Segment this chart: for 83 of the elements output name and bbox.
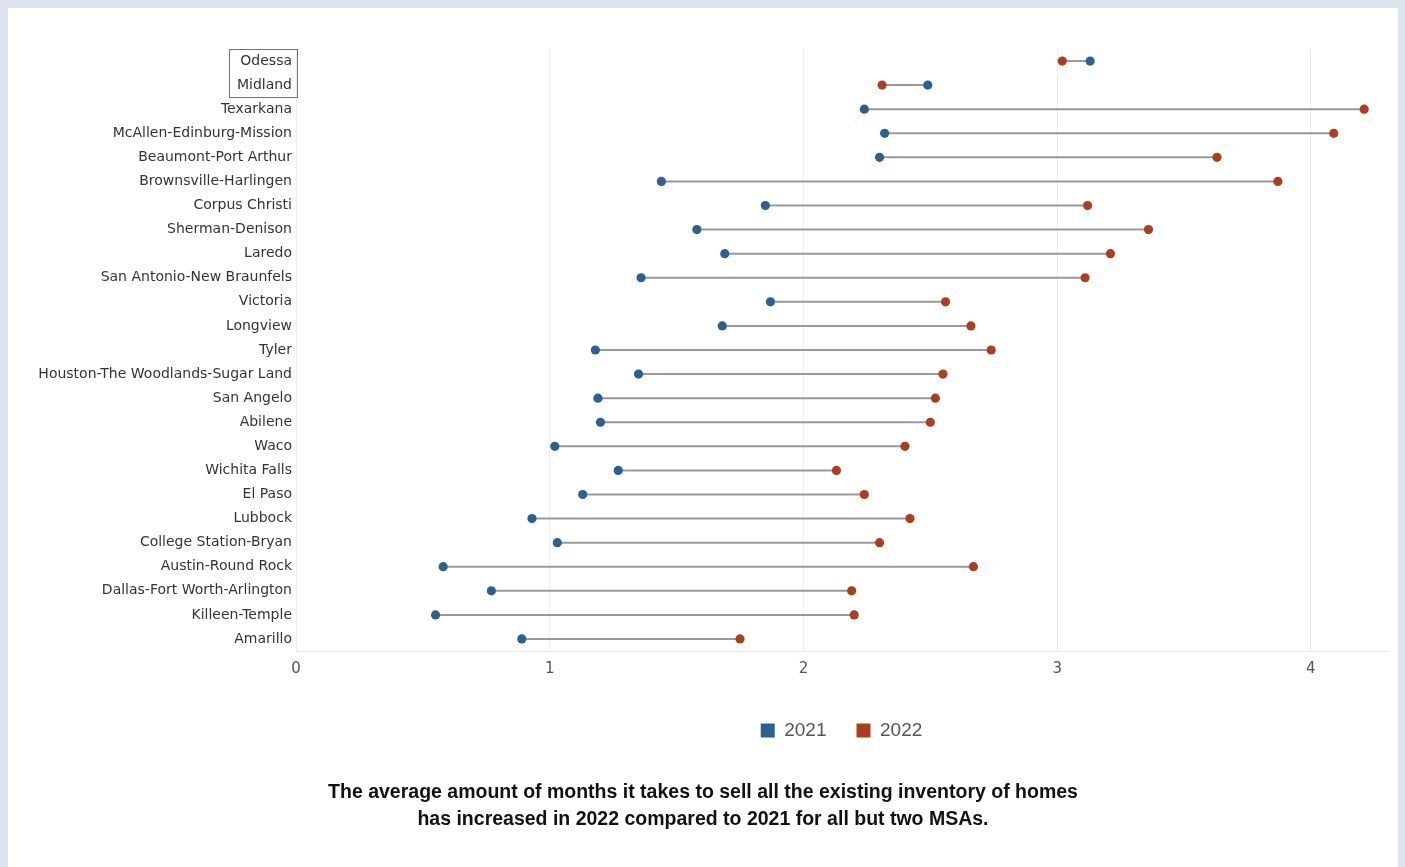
point [1085, 56, 1095, 66]
point [938, 369, 948, 379]
point [847, 586, 857, 596]
y-tick-label: Beaumont-Port Arthur [138, 148, 293, 164]
point [578, 489, 588, 500]
point [590, 345, 600, 355]
x-tick-label: 4 [1306, 658, 1316, 677]
x-tick-label: 3 [1052, 658, 1062, 677]
y-tick-label: Laredo [244, 244, 292, 261]
point [877, 80, 887, 90]
point [613, 465, 623, 475]
y-tick-label: Amarillo [234, 629, 292, 646]
point [940, 297, 951, 307]
point [760, 200, 770, 211]
y-tick-label: McAllen-Edinburg-Mission [112, 123, 292, 140]
point [831, 465, 842, 475]
y-tick-label: Corpus Christi [193, 196, 292, 213]
point [1057, 56, 1067, 66]
point [656, 176, 666, 187]
point [925, 417, 935, 427]
y-tick-label: Midland [236, 75, 292, 92]
y-tick-label: Wichita Falls [205, 461, 292, 478]
y-tick-label: Abilene [239, 412, 292, 429]
point [986, 345, 996, 355]
point [874, 538, 885, 548]
point [735, 634, 745, 644]
point [874, 152, 885, 162]
y-tick-label: San Angelo [212, 388, 292, 405]
y-tick-label: Lubbock [233, 509, 293, 526]
y-tick-label: Odessa [240, 51, 292, 68]
point [430, 610, 441, 620]
y-tick-label: Victoria [238, 292, 292, 309]
point [692, 225, 702, 235]
point [633, 369, 644, 379]
point [717, 321, 727, 331]
point [849, 610, 859, 620]
point [593, 393, 603, 403]
y-tick-label: Brownsville-Harlingen [139, 172, 292, 189]
y-tick-label: San Antonio-New Braunfels [100, 268, 292, 285]
point [550, 441, 560, 451]
point [1105, 249, 1116, 259]
point [968, 562, 979, 572]
y-tick-label: Houston-The Woodlands-Sugar Land [38, 364, 292, 381]
point [1080, 273, 1090, 283]
point [438, 562, 448, 572]
point [859, 104, 869, 114]
point [517, 634, 527, 644]
y-tick-label: Texarkana [219, 99, 292, 116]
point [552, 538, 562, 548]
point [720, 249, 730, 259]
point [859, 489, 869, 500]
point [1212, 152, 1222, 162]
y-tick-label: Tyler [258, 340, 293, 357]
y-tick-label: Austin-Round Rock [160, 557, 293, 574]
y-tick-label: Killeen-Temple [191, 605, 292, 622]
point [1083, 200, 1093, 211]
point [486, 586, 496, 596]
x-tick-label: 1 [544, 658, 555, 677]
y-tick-label: Longview [225, 316, 292, 333]
point [1143, 225, 1154, 235]
point [930, 393, 940, 403]
text: The average amount of months it takes to sell all the existing inventory of homes has increased in 2022 compared to 2021 for all but two MSAs. [327, 779, 1079, 831]
legend-label: 2021 [784, 718, 827, 740]
point [900, 441, 910, 451]
point [636, 273, 646, 283]
point [1329, 128, 1339, 138]
y-tick-label: College Station-Bryan [139, 533, 292, 550]
y-tick-label: El Paso [242, 485, 292, 502]
point [527, 513, 537, 524]
point [765, 297, 776, 307]
point [1359, 104, 1369, 114]
y-tick-label: Dallas-Fort Worth-Arlington [101, 581, 292, 598]
x-tick-label: 0 [291, 658, 301, 677]
point [880, 128, 890, 138]
y-tick-label: Sherman-Denison [167, 220, 292, 237]
x-tick-label: 2 [798, 658, 809, 677]
point [595, 417, 606, 427]
point [905, 513, 915, 524]
point [966, 321, 976, 331]
point [1273, 176, 1283, 187]
point [923, 80, 933, 90]
legend-label: 2022 [880, 718, 923, 740]
y-tick-label: Waco [254, 436, 292, 453]
